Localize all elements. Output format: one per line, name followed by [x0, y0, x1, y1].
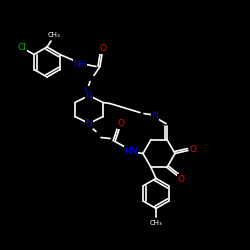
Text: Cl: Cl: [18, 43, 26, 52]
Text: HN: HN: [124, 147, 138, 156]
Text: N: N: [84, 87, 90, 96]
Text: O: O: [100, 44, 106, 53]
Text: NH: NH: [73, 60, 87, 69]
Text: CH₃: CH₃: [48, 32, 60, 38]
Text: O: O: [178, 175, 184, 184]
Text: N: N: [86, 119, 92, 128]
Text: O: O: [190, 145, 196, 154]
Text: O: O: [118, 119, 124, 128]
Text: N: N: [86, 91, 92, 100]
Text: CH₃: CH₃: [150, 220, 162, 226]
Text: N: N: [152, 111, 158, 120]
